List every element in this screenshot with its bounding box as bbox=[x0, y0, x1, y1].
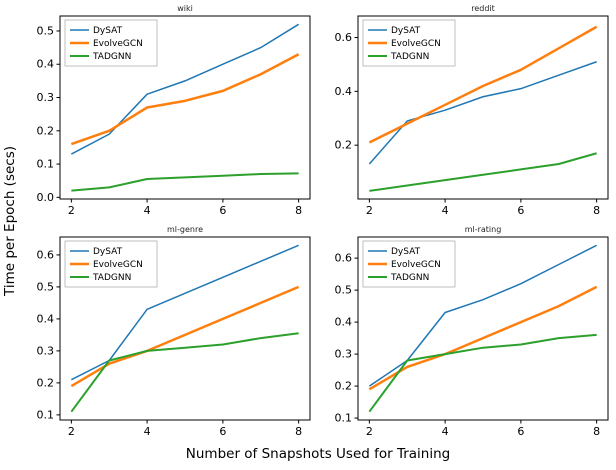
x-tick-label: 2 bbox=[68, 425, 75, 438]
y-tick-label: 0.6 bbox=[335, 31, 353, 44]
series-line-TADGNN bbox=[368, 333, 597, 413]
x-tick-label: 6 bbox=[219, 204, 226, 217]
y-tick-label: 0.2 bbox=[335, 139, 353, 152]
legend-label-TADGNN: TADGNN bbox=[92, 273, 131, 283]
legend-label-DySAT: DySAT bbox=[391, 26, 421, 36]
x-tick-label: 8 bbox=[295, 204, 302, 217]
x-tick-label: 8 bbox=[295, 425, 302, 438]
x-tick-label: 6 bbox=[517, 204, 524, 217]
y-tick-label: 0.3 bbox=[37, 344, 55, 357]
subplot-ml-rating: 2 4 6 8 0.1 0.2 0.3 0.4 0.5 0.6 ml-rating DySAT Evol… bbox=[318, 221, 616, 442]
x-tick-label: 8 bbox=[593, 204, 600, 217]
x-tick-label: 4 bbox=[442, 425, 449, 438]
series-line-EvolveGCN bbox=[70, 285, 300, 388]
series-line-EvolveGCN bbox=[368, 285, 598, 391]
chart-title: reddit bbox=[471, 4, 495, 13]
series-line-TADGNN bbox=[70, 332, 299, 413]
chart-svg-reddit: 2 4 6 8 0.2 0.4 0.6 reddit DySAT EvolveGCN TADGNN bbox=[335, 4, 609, 217]
y-axis-label: Time per Epoch (secs) bbox=[2, 146, 18, 297]
series-line-EvolveGCN bbox=[368, 25, 598, 144]
y-tick-label: 0.4 bbox=[37, 58, 55, 71]
legend-label-TADGNN: TADGNN bbox=[390, 273, 429, 283]
chart-title: ml-genre bbox=[167, 225, 203, 234]
x-tick-label: 6 bbox=[219, 425, 226, 438]
legend-label-TADGNN: TADGNN bbox=[92, 52, 131, 62]
y-tick-label: 0.4 bbox=[335, 85, 353, 98]
y-tick-label: 0.5 bbox=[37, 280, 55, 293]
subplot-reddit: 2 4 6 8 0.2 0.4 0.6 reddit DySAT EvolveGCN TADGNN bbox=[318, 0, 616, 221]
x-tick-label: 6 bbox=[517, 425, 524, 438]
legend-label-DySAT: DySAT bbox=[391, 247, 421, 257]
chart-svg-wiki: 2 4 6 8 0.0 0.1 0.2 0.3 0.4 0.5 wiki DySAT EvolveGCN… bbox=[37, 4, 311, 217]
series-line-TADGNN bbox=[369, 152, 597, 192]
y-tick-label: 0.6 bbox=[335, 252, 353, 265]
x-tick-label: 4 bbox=[144, 204, 151, 217]
y-tick-label: 0.1 bbox=[37, 408, 55, 421]
subplot-ml-genre: 2 4 6 8 0.1 0.2 0.3 0.4 0.5 0.6 ml-genre DySAT Evolv… bbox=[20, 221, 318, 442]
x-axis-label: Number of Snapshots Used for Training bbox=[185, 446, 451, 462]
y-tick-label: 0.0 bbox=[37, 191, 55, 204]
legend-label-TADGNN: TADGNN bbox=[390, 52, 429, 62]
y-tick-label: 0.4 bbox=[335, 316, 353, 329]
legend-label-DySAT: DySAT bbox=[93, 26, 123, 36]
y-tick-label: 0.1 bbox=[335, 412, 353, 425]
y-tick-label: 0.3 bbox=[37, 91, 55, 104]
y-tick-label: 0.2 bbox=[335, 380, 353, 393]
y-tick-label: 0.2 bbox=[37, 124, 55, 137]
legend-label-EvolveGCN: EvolveGCN bbox=[93, 39, 143, 49]
x-tick-label: 4 bbox=[442, 204, 449, 217]
x-tick-label: 2 bbox=[68, 204, 75, 217]
y-tick-label: 0.5 bbox=[335, 284, 353, 297]
y-tick-label: 0.3 bbox=[335, 348, 353, 361]
chart-svg-ml-rating: 2 4 6 8 0.1 0.2 0.3 0.4 0.5 0.6 ml-rating DySAT Evol… bbox=[335, 225, 609, 438]
chart-title: ml-rating bbox=[465, 225, 502, 234]
legend-label-EvolveGCN: EvolveGCN bbox=[93, 260, 143, 270]
series-line-TADGNN bbox=[71, 172, 299, 192]
legend-label-DySAT: DySAT bbox=[93, 247, 123, 257]
series-line-DySAT bbox=[71, 23, 300, 155]
chart-grid: 2 4 6 8 0.0 0.1 0.2 0.3 0.4 0.5 wiki DySAT EvolveGCN… bbox=[20, 0, 616, 442]
chart-title: wiki bbox=[177, 4, 193, 13]
y-tick-label: 0.5 bbox=[37, 24, 55, 37]
x-tick-label: 2 bbox=[366, 425, 373, 438]
y-tick-label: 0.4 bbox=[37, 312, 55, 325]
y-tick-label: 0.1 bbox=[37, 158, 55, 171]
legend-label-EvolveGCN: EvolveGCN bbox=[391, 39, 441, 49]
x-tick-label: 8 bbox=[593, 425, 600, 438]
x-tick-label: 2 bbox=[366, 204, 373, 217]
x-tick-label: 4 bbox=[144, 425, 151, 438]
subplot-wiki: 2 4 6 8 0.0 0.1 0.2 0.3 0.4 0.5 wiki DySAT EvolveGCN… bbox=[20, 0, 318, 221]
chart-svg-ml-genre: 2 4 6 8 0.1 0.2 0.3 0.4 0.5 0.6 ml-genre DySAT Evolv… bbox=[37, 225, 311, 438]
series-line-DySAT bbox=[368, 61, 597, 165]
y-tick-label: 0.2 bbox=[37, 376, 55, 389]
y-tick-label: 0.6 bbox=[37, 248, 55, 261]
legend-label-EvolveGCN: EvolveGCN bbox=[391, 260, 441, 270]
series-line-EvolveGCN bbox=[70, 53, 300, 146]
